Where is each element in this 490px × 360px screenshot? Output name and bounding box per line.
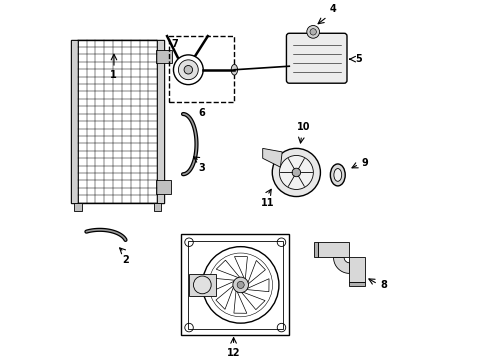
Text: 6: 6 [198, 108, 205, 118]
Polygon shape [314, 242, 318, 257]
Text: 8: 8 [381, 280, 388, 290]
FancyBboxPatch shape [287, 33, 347, 83]
Circle shape [184, 66, 193, 74]
Polygon shape [157, 40, 164, 203]
Text: 3: 3 [198, 163, 205, 173]
Circle shape [279, 156, 313, 189]
Polygon shape [154, 203, 161, 211]
Text: 1: 1 [110, 70, 117, 80]
Circle shape [292, 168, 300, 177]
Circle shape [237, 282, 244, 288]
Circle shape [178, 60, 198, 80]
Ellipse shape [231, 64, 238, 75]
Polygon shape [349, 257, 366, 282]
Polygon shape [72, 40, 78, 203]
Text: 2: 2 [122, 255, 129, 265]
Polygon shape [189, 274, 216, 296]
Polygon shape [156, 180, 172, 194]
Ellipse shape [330, 164, 345, 186]
Text: 10: 10 [296, 122, 310, 132]
Polygon shape [318, 242, 349, 257]
Polygon shape [74, 203, 82, 211]
Text: 7: 7 [172, 39, 178, 49]
Circle shape [194, 276, 211, 294]
Text: 11: 11 [261, 198, 274, 208]
Circle shape [272, 148, 320, 197]
Ellipse shape [334, 168, 342, 181]
Text: 4: 4 [329, 4, 336, 14]
Polygon shape [334, 257, 349, 273]
Text: 9: 9 [362, 158, 368, 167]
Polygon shape [263, 148, 282, 167]
Circle shape [307, 26, 319, 38]
Polygon shape [156, 50, 172, 63]
Text: 12: 12 [227, 348, 240, 358]
Text: 5: 5 [356, 54, 362, 64]
Circle shape [310, 29, 317, 35]
Circle shape [233, 277, 248, 293]
Polygon shape [349, 282, 366, 286]
